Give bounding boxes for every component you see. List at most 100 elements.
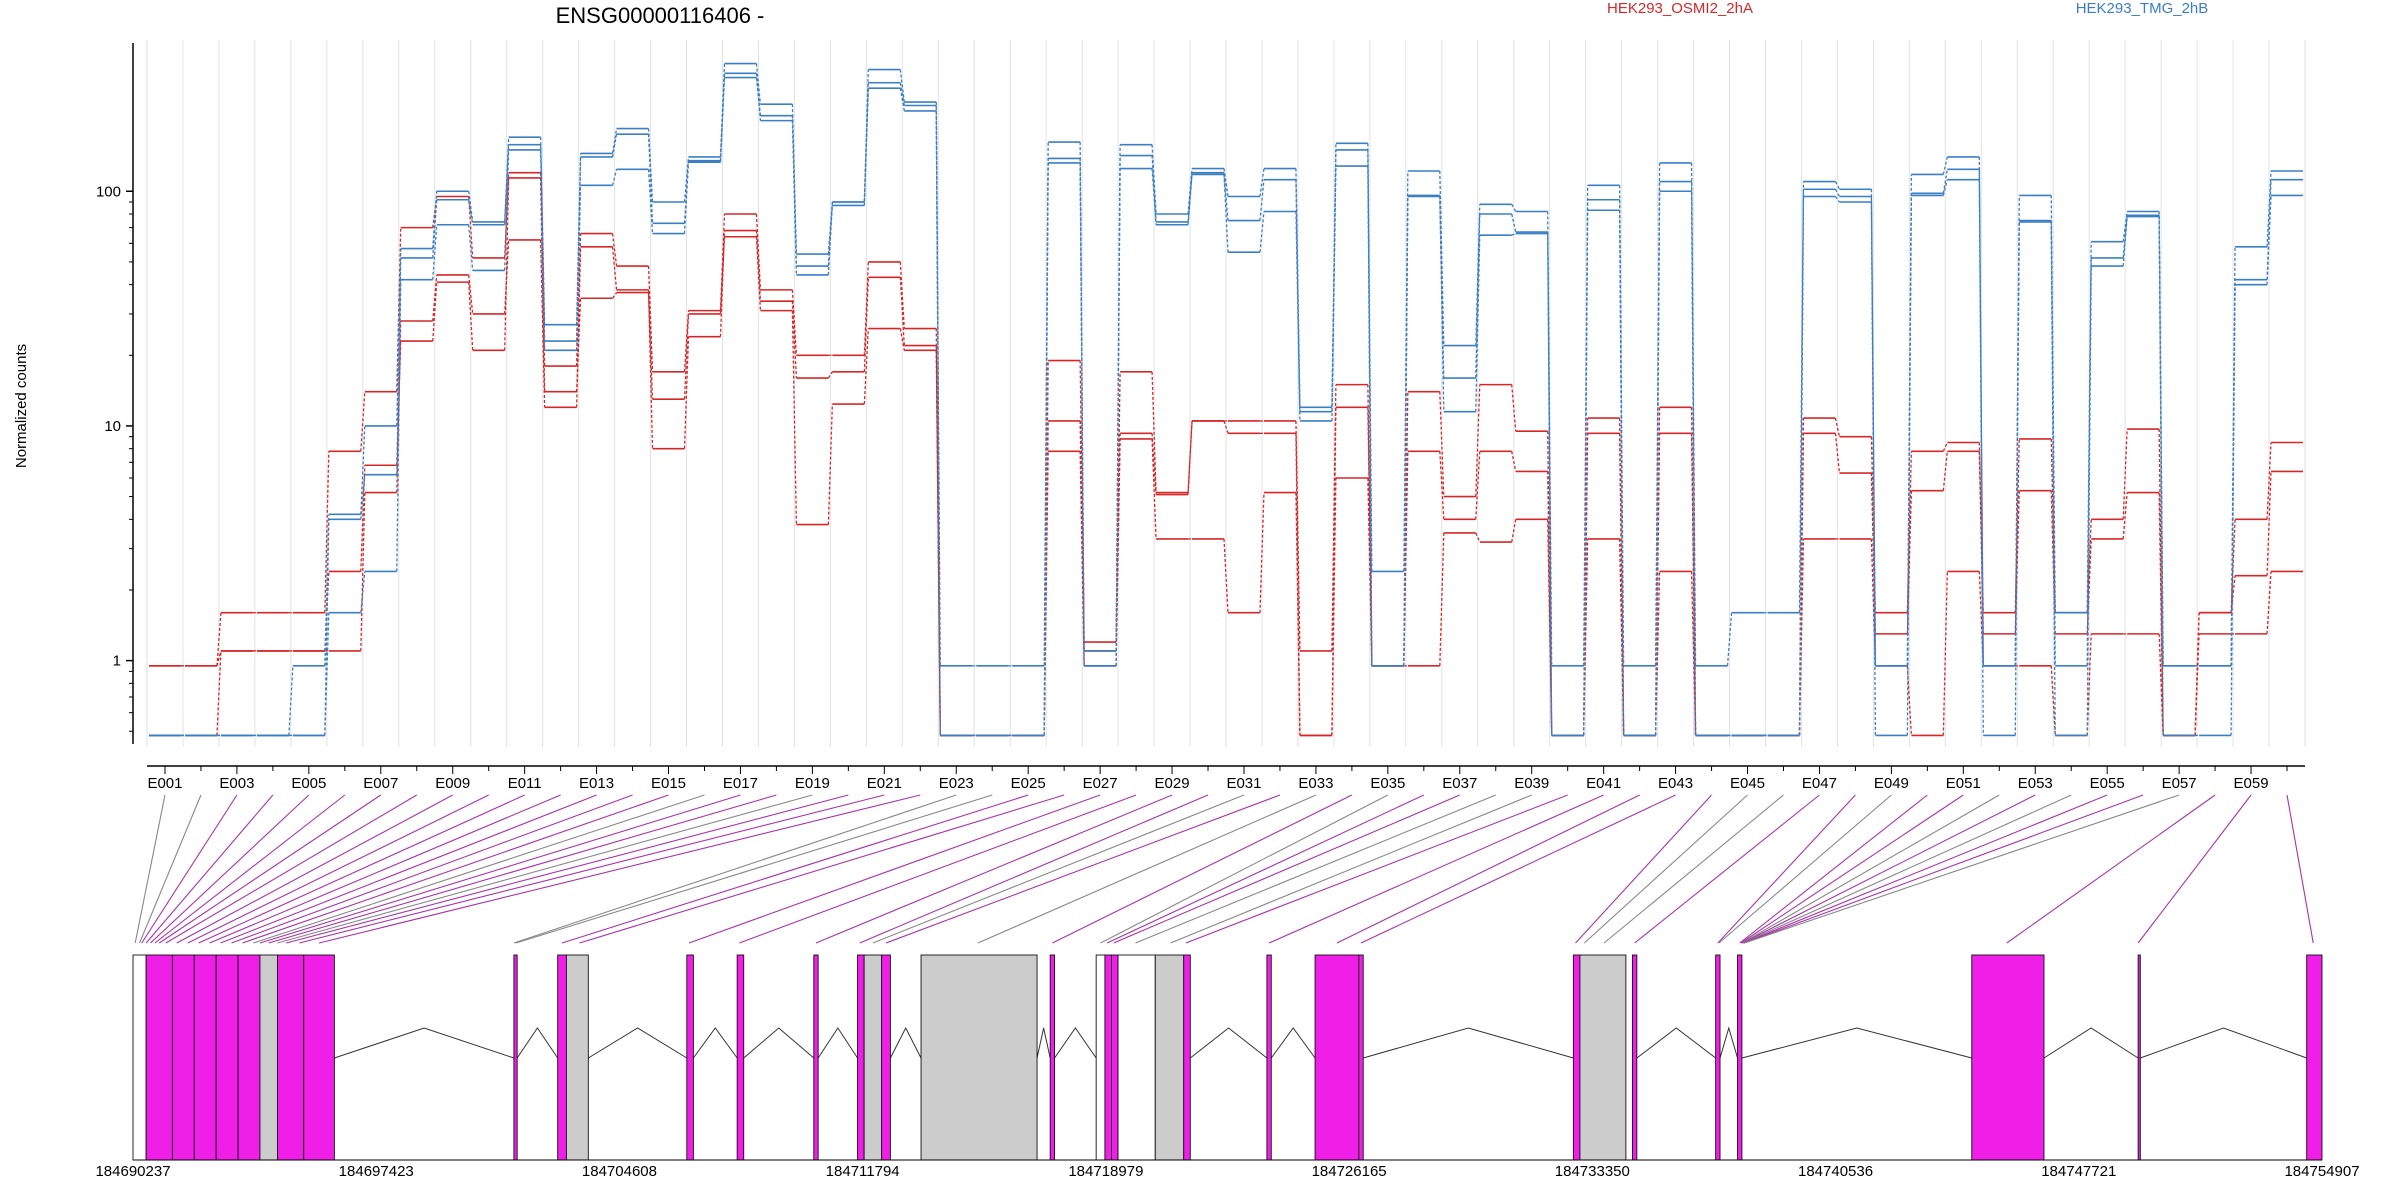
exon-link-E051 [1740,794,1964,944]
series-connector [719,213,726,311]
coord-tick-label: 184747721 [2041,1163,2116,1180]
genomic-coordinate-axis: 184690237 184697423 184704608 184711794 1847… [95,1159,2360,1180]
series-connector [504,177,510,351]
x-tick-label-E003: E003 [219,775,254,792]
y-axis-label: Normalized counts [13,344,30,468]
series-connector [2266,571,2272,634]
series-connector [899,261,905,329]
exon-box [1117,954,1156,1161]
series-connector [504,149,510,271]
series-connector [1654,191,1661,736]
exon-link-E052 [1741,794,2000,944]
exon-box [1579,954,1627,1161]
x-tick-label-E045: E045 [1730,775,1765,792]
exon-link-E056 [1743,794,2144,944]
series-connector [1331,166,1337,421]
x-tick-label-E001: E001 [147,775,182,792]
exon-box [920,954,1038,1161]
x-tick-label-E011: E011 [508,775,542,792]
exon-link-E055 [1743,794,2108,944]
exon-link-E008 [165,794,418,944]
series-connector [611,128,618,154]
series-connector [2122,492,2128,539]
coord-tick-label: 184733350 [1555,1163,1630,1180]
series-connector [827,205,834,267]
series-connector [1439,532,1445,666]
series-connector [1511,203,1517,212]
legend-entry-tmg: HEK293_TMG_2hB [2076,0,2209,17]
series-connector [611,246,618,290]
x-tick-label-E051: E051 [1946,775,1981,792]
series-connector [2230,284,2236,736]
series-connector [1475,384,1481,497]
intron [334,1027,515,1059]
exon-link-E012 [209,794,561,944]
x-tick-label-E037: E037 [1442,775,1477,792]
series-connector [1978,571,1984,666]
exon-link-E046 [1603,794,1784,944]
exon-box [132,954,147,1161]
series-connector [2266,442,2272,520]
series-connector [719,77,726,161]
series-connector [575,185,582,351]
exon-box [1358,954,1364,1161]
exon-link-E019 [277,794,813,944]
series-connector [324,451,330,613]
series-connector [1187,174,1193,225]
series-connector [1511,451,1517,472]
exon-link-E017 [259,794,741,944]
series-connector [827,201,834,275]
series-connector [468,199,474,225]
series-connector [1187,420,1193,495]
series-connector [683,336,690,449]
exon-link-E020 [286,794,849,944]
series-connector [2158,216,2164,736]
series-connector [1115,168,1121,666]
series-connector [539,137,546,325]
series-connector [719,236,726,315]
exon-link-E048 [1717,794,1856,944]
exon-link-E006 [154,794,346,944]
series-connector [539,239,546,408]
series-connector [1151,168,1157,225]
exon-link-E060 [2286,794,2314,944]
exon-link-E038 [1135,794,1496,944]
exon-link-E023 [513,794,957,944]
series-connector [324,612,330,736]
exon-link-E005 [150,794,310,944]
series-connector [1259,492,1265,613]
series-connector [899,277,905,346]
exon-box [1314,954,1360,1161]
series-connector [899,69,905,103]
intron [1054,1027,1097,1059]
series-connector [2194,633,2200,736]
x-axis: E001 E003 E005 E007 E009 E011 E013 E015 E017 E019… [147,765,2305,792]
series-connector [1223,174,1229,253]
exon-box [237,954,261,1161]
series-connector [539,177,546,392]
series-connector [2050,438,2056,613]
series-connector [611,169,618,186]
series-connector [1618,538,1625,736]
series-connector [647,266,654,372]
series-connector [1115,371,1121,643]
series-connector [611,134,618,158]
series-connector [1906,195,1913,736]
intron [1036,1027,1051,1059]
exon-link-E027 [688,794,1101,944]
y-tick-label: 10 [104,418,121,435]
exon-box [259,954,278,1161]
series-connector [2086,266,2092,736]
series-connector [360,465,366,572]
series-connector [1798,181,1805,613]
series-connector [1690,191,1697,736]
series-connector [1331,477,1337,736]
series-connector [1043,162,1049,736]
exon-link-E026 [579,794,1065,944]
series-connector [216,612,222,666]
intron [1270,1027,1316,1059]
series-connector [2050,221,2056,736]
series-connector [827,403,834,525]
x-tick-label-E033: E033 [1298,775,1333,792]
series-connector [683,310,690,372]
